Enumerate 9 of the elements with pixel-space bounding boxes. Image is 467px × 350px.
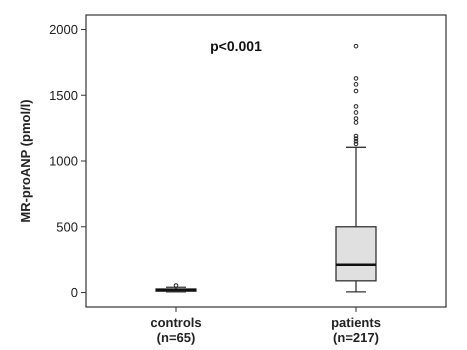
annotation: p<0.001 xyxy=(210,38,262,54)
x-tick-label: patients (n=217) xyxy=(331,315,381,345)
y-tick-label: 500 xyxy=(56,219,78,234)
y-tick-label: 2000 xyxy=(49,22,78,38)
y-axis-title: MR-proANP (pmol/l) xyxy=(18,99,33,223)
y-tick-label: 1000 xyxy=(49,154,78,169)
y-tick-label: 0 xyxy=(70,285,78,300)
y-tick-label: 1500 xyxy=(49,88,78,103)
x-tick-label: controls (n=65) xyxy=(150,315,202,345)
